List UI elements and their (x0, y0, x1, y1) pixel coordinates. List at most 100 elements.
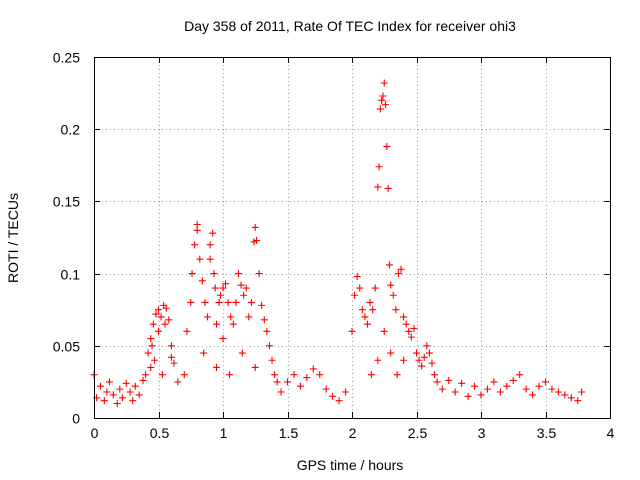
y-tick-label: 0.1 (61, 267, 81, 283)
data-point (483, 385, 491, 393)
data-point (363, 320, 371, 328)
data-point (379, 92, 387, 100)
data-point (149, 320, 157, 328)
data-point (180, 371, 188, 379)
data-point (358, 306, 366, 314)
data-point (213, 320, 221, 328)
data-point (232, 298, 240, 306)
data-point (251, 223, 259, 231)
data-point (375, 163, 383, 171)
data-point (542, 378, 549, 386)
data-point (209, 229, 217, 237)
data-point (170, 359, 178, 367)
data-points (90, 79, 586, 408)
data-point (535, 382, 543, 390)
data-point (382, 101, 390, 109)
axis-ticks: 0 0.5 1 1.5 2 2.5 3 3.5 4 0 0.05 0.1 0.15 0.2 0.25 (53, 50, 615, 442)
data-point (210, 270, 218, 278)
x-axis-label: GPS time / hours (297, 457, 404, 473)
data-point (477, 391, 485, 399)
data-point (162, 304, 170, 312)
data-point (393, 371, 401, 379)
data-point (425, 349, 433, 357)
data-point (135, 391, 143, 399)
data-point (296, 382, 304, 390)
data-point (418, 362, 426, 370)
data-point (158, 371, 166, 379)
data-point (458, 379, 466, 387)
y-tick-label: 0 (72, 411, 80, 427)
chart-title: Day 358 of 2011, Rate Of TEC Index for r… (184, 18, 516, 34)
data-point (187, 298, 195, 306)
data-point (277, 388, 285, 396)
data-point (240, 291, 248, 299)
data-point (385, 261, 393, 269)
data-point (118, 394, 126, 402)
data-point (167, 353, 175, 361)
data-point (265, 342, 273, 350)
data-point (224, 298, 232, 306)
data-point (400, 356, 408, 364)
y-tick-label: 0.05 (53, 339, 80, 355)
data-point (113, 400, 121, 408)
data-point (122, 379, 130, 387)
data-point (509, 376, 517, 384)
data-point (165, 316, 173, 324)
data-point (147, 363, 155, 371)
data-point (410, 324, 418, 332)
data-point (268, 356, 276, 364)
data-point (260, 316, 268, 324)
data-point (431, 371, 439, 379)
data-point (152, 310, 160, 318)
data-point (316, 371, 324, 379)
data-point (100, 397, 108, 405)
data-point (167, 342, 175, 350)
data-point (219, 284, 227, 292)
data-point (174, 378, 182, 386)
data-point (155, 306, 162, 314)
data-point (234, 270, 242, 278)
data-point (522, 385, 530, 393)
data-point (309, 365, 317, 373)
x-tick-label: 0 (91, 425, 99, 441)
data-point (378, 96, 386, 104)
data-point (407, 333, 415, 341)
y-axis-label: ROTI / TECUs (5, 193, 21, 283)
data-point (96, 382, 104, 390)
data-point (561, 391, 569, 399)
data-point (273, 378, 281, 386)
data-point (374, 356, 382, 364)
x-tick-label: 3.5 (537, 425, 557, 441)
data-point (201, 298, 209, 306)
data-point (516, 371, 524, 379)
data-point (356, 284, 364, 292)
data-point (367, 371, 375, 379)
data-point (142, 371, 150, 379)
x-tick-label: 1.5 (279, 425, 299, 441)
data-point (578, 388, 586, 396)
data-point (451, 388, 459, 396)
data-point (380, 79, 388, 87)
data-point (196, 255, 204, 263)
data-point (147, 335, 155, 343)
data-point (335, 397, 343, 405)
data-point (366, 298, 374, 306)
data-point (191, 241, 199, 249)
data-point (496, 388, 504, 396)
data-point (348, 327, 356, 335)
data-point (371, 284, 379, 292)
data-point (529, 391, 537, 399)
x-tick-label: 2.5 (408, 425, 428, 441)
data-point (383, 143, 391, 151)
data-point (554, 388, 562, 396)
data-point (200, 349, 208, 357)
data-point (423, 342, 431, 350)
y-tick-label: 0.15 (53, 194, 80, 210)
data-point (428, 359, 436, 367)
data-point (384, 184, 392, 192)
data-point (148, 342, 156, 350)
data-point (222, 280, 230, 288)
data-point (574, 397, 582, 405)
grid-layer (94, 57, 610, 418)
